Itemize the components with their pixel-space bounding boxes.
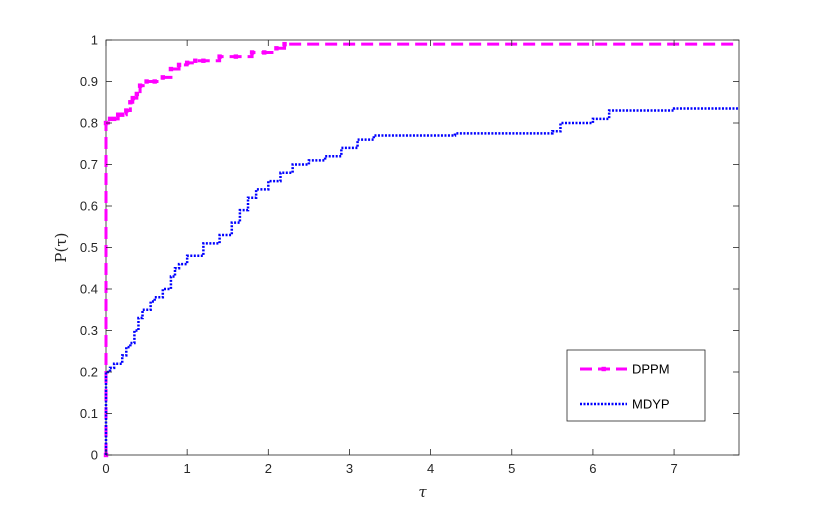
data-point-dppm <box>176 62 182 68</box>
data-point-dppm <box>193 58 198 63</box>
data-point-dppm <box>160 75 166 80</box>
data-point-dppm <box>124 108 129 113</box>
y-tick-label: 0.9 <box>80 74 98 89</box>
x-tick-label: 7 <box>670 461 677 476</box>
data-point-dppm <box>282 41 287 47</box>
x-axis-label: τ <box>418 483 427 501</box>
legend-box <box>566 349 706 422</box>
x-tick-label: 1 <box>184 461 191 476</box>
data-point-dppm <box>249 50 255 55</box>
y-tick-label: 0.6 <box>80 199 98 214</box>
x-tick-label: 0 <box>102 461 109 476</box>
data-point-dppm <box>217 54 222 59</box>
data-point-dppm <box>130 95 135 101</box>
y-tick-label: 0.4 <box>80 282 98 297</box>
data-point-dppm <box>120 112 125 117</box>
y-tick-label: 0.3 <box>80 323 98 338</box>
data-point-dppm <box>262 50 267 55</box>
x-tick-label: 6 <box>589 461 596 476</box>
x-axis-ticks: 0 1 2 3 4 5 6 7 <box>102 40 678 476</box>
x-tick-label: 5 <box>508 461 515 476</box>
data-point-dppm <box>107 116 113 122</box>
series-line-dppm <box>104 42 739 455</box>
legend-label-mdyp: MDYP <box>632 397 670 412</box>
legend: DPPM MDYP <box>566 349 706 422</box>
data-point-dppm <box>168 66 174 72</box>
data-point-dppm <box>115 112 121 117</box>
data-point-dppm <box>201 58 206 63</box>
data-point-dppm <box>137 83 143 88</box>
series-line-mdyp <box>104 107 739 455</box>
y-tick-label: 0.1 <box>80 406 98 421</box>
data-point-dppm <box>274 46 279 51</box>
x-tick-label: 2 <box>265 461 272 476</box>
y-tick-label: 0.5 <box>80 240 98 255</box>
y-tick-label: 0.2 <box>80 365 98 380</box>
x-tick-label: 4 <box>427 461 434 476</box>
legend-label-dppm: DPPM <box>632 362 670 377</box>
data-point-dppm <box>134 91 140 97</box>
y-axis-ticks: 0 0.1 0.2 0.3 0.4 0.5 0.6 0.7 0.8 0.9 1 <box>80 33 739 463</box>
data-point-dppm <box>184 60 190 66</box>
legend-marker <box>601 366 606 372</box>
y-tick-label: 0.8 <box>80 116 98 131</box>
x-tick-label: 3 <box>346 461 353 476</box>
data-point-dppm <box>152 79 157 84</box>
y-axis-label: P(τ) <box>52 232 70 262</box>
y-tick-label: 0 <box>91 448 98 463</box>
data-point-dppm <box>144 79 149 84</box>
y-tick-label: 1 <box>91 33 98 48</box>
data-point-dppm <box>128 100 133 105</box>
data-point-dppm <box>233 54 239 59</box>
y-tick-label: 0.7 <box>80 157 98 172</box>
data-point-dppm <box>111 116 117 122</box>
